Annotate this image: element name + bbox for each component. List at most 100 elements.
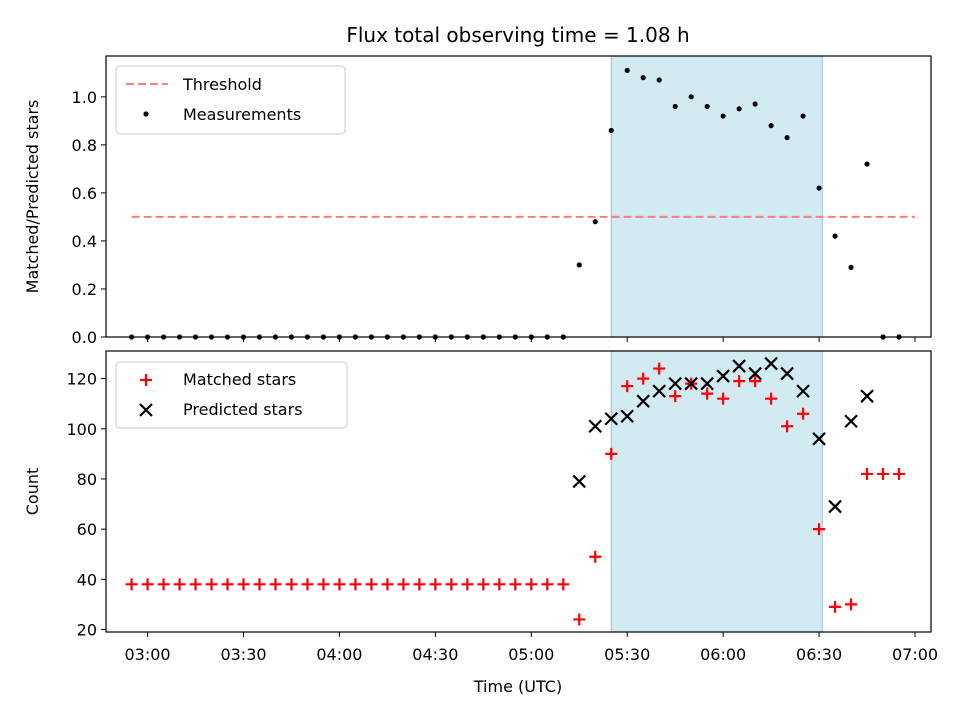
x-tick-label: 04:00 — [316, 645, 362, 664]
matched-star-point — [301, 578, 314, 591]
matched-star-point — [333, 578, 346, 591]
matched-star-point — [269, 578, 282, 591]
predicted-star-point — [844, 414, 858, 429]
measurements-legend-label: Measurements — [183, 105, 301, 124]
predicted-legend-marker — [139, 403, 153, 417]
predicted-star-point — [716, 369, 730, 383]
x-tick-label: 05:00 — [508, 645, 554, 664]
matched-star-point — [285, 578, 298, 591]
matched-star-point — [893, 467, 906, 480]
top-legend: Threshold Measurements — [115, 65, 346, 135]
bottom-x-ticks: 03:00 03:30 04:00 04:30 05:00 05:30 06:00 06:30… — [125, 632, 938, 664]
matched-star-point — [813, 523, 826, 536]
y-tick-label: 0.6 — [72, 184, 97, 203]
y-tick-label: 80 — [77, 470, 97, 489]
x-axis-label: Time (UTC) — [473, 677, 562, 696]
matched-legend-marker — [140, 374, 152, 386]
measurement-point — [704, 103, 710, 110]
matched-star-point — [461, 578, 474, 591]
measurement-point — [640, 75, 646, 81]
predicted-star-point — [812, 432, 826, 446]
matched-star-point — [125, 578, 138, 591]
chart-title: Flux total observing time = 1.08 h — [346, 23, 689, 47]
matched-star-point — [477, 578, 490, 591]
matched-star-point — [157, 578, 170, 591]
predicted-legend-swatch — [139, 403, 153, 417]
measurement-point — [768, 123, 774, 129]
measurement-point — [592, 219, 598, 225]
x-tick-label: 03:30 — [220, 645, 266, 664]
measurement-point — [864, 161, 870, 167]
legend-box — [115, 65, 346, 135]
matched-star-point — [877, 467, 890, 480]
y-tick-label: 0.0 — [72, 328, 97, 347]
predicted-star-point — [652, 384, 666, 398]
matched-star-point — [445, 578, 458, 591]
highlight-span — [610, 350, 823, 633]
measurement-point — [576, 262, 582, 268]
measurement-point — [624, 67, 630, 74]
matched-star-point — [701, 387, 714, 400]
matched-star-point — [349, 578, 362, 591]
y-tick-label: 120 — [66, 370, 97, 389]
x-tick-label: 07:00 — [892, 645, 938, 664]
top-x-ticks — [147, 337, 916, 342]
matched-star-point — [365, 578, 378, 591]
measurement-point — [720, 113, 726, 119]
matched-star-point — [765, 392, 778, 405]
matched-star-point — [861, 467, 874, 480]
predicted-star-point — [700, 376, 714, 391]
matched-star-point — [141, 578, 154, 591]
y-tick-label: 40 — [77, 570, 97, 589]
predicted-star-point — [764, 356, 778, 371]
y-tick-label: 60 — [77, 520, 97, 539]
bottom-plot-frame — [105, 350, 932, 633]
x-tick-label: 06:00 — [700, 645, 746, 664]
bottom-legend: Matched stars Predicted stars — [115, 361, 348, 429]
matched-star-point — [525, 578, 538, 591]
legend-box — [115, 361, 348, 429]
matched-star-point — [749, 375, 762, 388]
matched-legend-label: Matched stars — [183, 370, 296, 389]
predicted-star-point — [572, 474, 587, 489]
x-tick-label: 05:30 — [604, 645, 650, 664]
measurement-point — [688, 94, 694, 100]
bottom-panel: 20 40 60 80 100 120 03:00 03:30 04:00 04:30 05:00… — [23, 350, 938, 696]
bottom-y-axis-label: Count — [23, 468, 42, 516]
x-tick-label: 03:00 — [125, 645, 171, 664]
matched-star-point — [509, 578, 522, 591]
predicted-star-point — [668, 376, 682, 391]
measurement-point — [656, 77, 662, 83]
predicted-star-point — [828, 499, 842, 514]
measurement-point — [672, 103, 678, 110]
predicted-star-point — [620, 409, 634, 424]
matched-star-point — [541, 578, 554, 591]
predicted-star-point — [588, 419, 603, 434]
predicted-star-point — [748, 366, 762, 381]
matched-star-point — [589, 550, 602, 563]
matched-star-point — [829, 600, 842, 613]
measurement-point — [608, 127, 614, 134]
matched-star-point — [669, 390, 682, 403]
measurement-point — [848, 264, 854, 270]
highlight-span — [610, 55, 823, 338]
y-tick-label: 1.0 — [72, 88, 97, 107]
top-y-axis-label: Matched/Predicted stars — [23, 100, 42, 294]
matched-star-point — [717, 392, 730, 405]
matched-star-point — [605, 447, 618, 460]
y-tick-label: 0.2 — [72, 280, 97, 299]
top-panel: 0.0 0.2 0.4 0.6 0.8 1.0 Matched/Predicted sta… — [23, 55, 932, 347]
x-tick-label: 06:30 — [796, 645, 842, 664]
matched-star-point — [237, 578, 250, 591]
matched-star-point — [637, 372, 650, 385]
predicted-legend-label: Predicted stars — [183, 400, 303, 419]
threshold-legend-label: Threshold — [182, 75, 262, 94]
matched-star-point — [253, 578, 266, 591]
matched-star-point — [173, 578, 186, 591]
matched-star-point — [221, 578, 234, 591]
matched-star-point — [653, 362, 666, 375]
matched-star-point — [397, 578, 410, 591]
predicted-star-point — [636, 394, 650, 408]
matched-star-point — [733, 375, 746, 388]
